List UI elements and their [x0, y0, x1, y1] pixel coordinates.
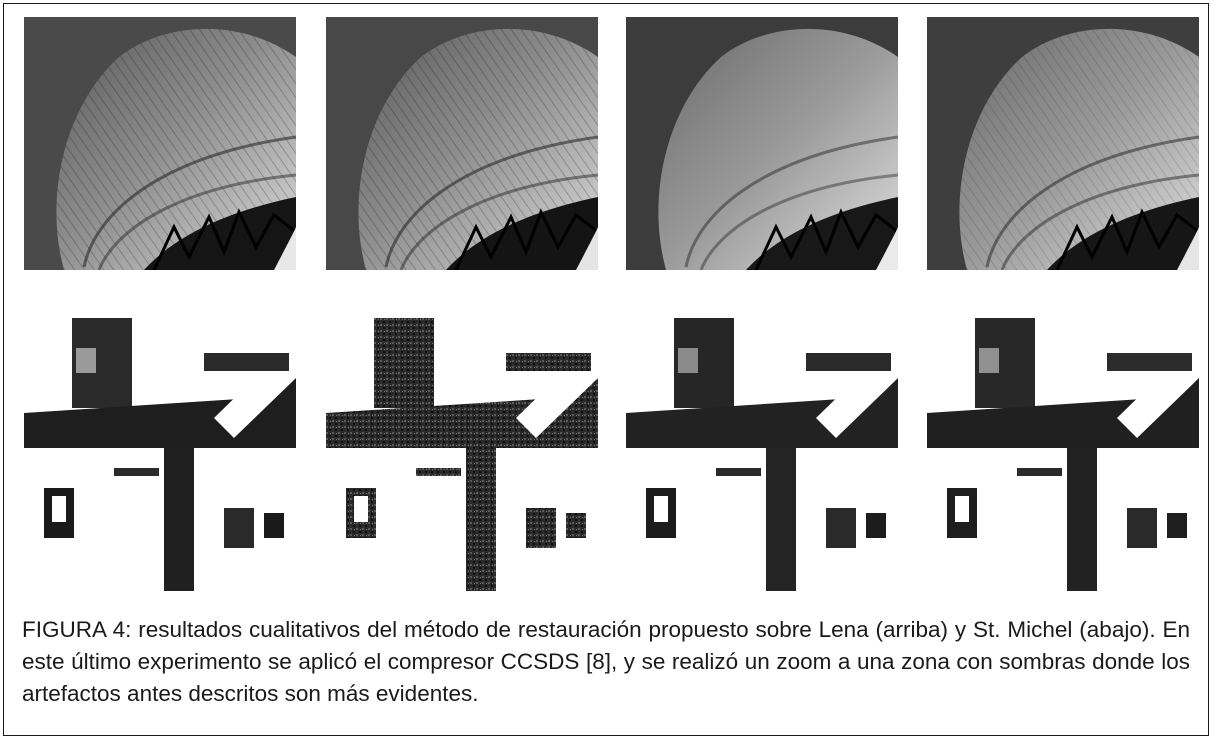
figure-caption: FIGURA 4: resultados cualitativos del mé… — [22, 617, 1190, 706]
st-michel-image-1 — [24, 318, 296, 591]
st-michel-image-2 — [326, 318, 598, 591]
lena-image-4 — [927, 17, 1199, 270]
lena-image-1 — [24, 17, 296, 270]
lena-image-3 — [626, 17, 898, 270]
st-michel-image-4 — [927, 318, 1199, 591]
st-michel-image-3 — [626, 318, 898, 591]
lena-image-2 — [326, 17, 598, 270]
